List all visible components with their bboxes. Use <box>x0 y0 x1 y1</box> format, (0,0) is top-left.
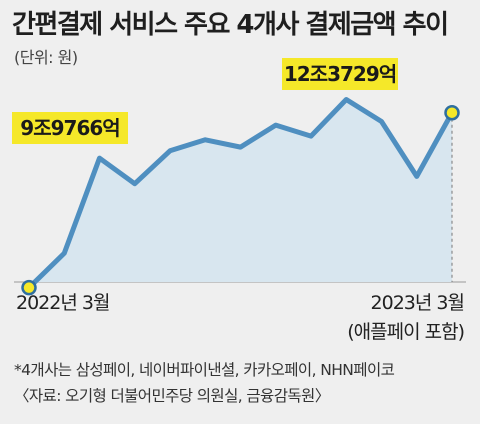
callout-label-0: 9조9766억 <box>20 116 119 140</box>
footnote-companies: *4개사는 삼성페이, 네이버파이낸셜, 카카오페이, NHN페이코 <box>14 361 395 379</box>
footnote-source: 〈자료: 오기형 더불어민주당 의원실, 금융감독원〉 <box>14 387 330 405</box>
unit-label: (단위: 원) <box>14 48 78 67</box>
x-tick-start: 2022년 3월 <box>16 292 109 314</box>
callout-box-0 <box>12 112 128 144</box>
x-tick-end-sublabel: (애플페이 포함) <box>347 321 464 343</box>
callout-label-12: 12조3729억 <box>284 62 396 86</box>
callout-box-12 <box>282 58 398 90</box>
data-point-marker-0 <box>21 279 37 296</box>
chart-title: 간편결제 서비스 주요 4개사 결제금액 추이 <box>12 10 449 40</box>
area-fill <box>29 99 452 288</box>
data-point-marker-12 <box>444 104 460 121</box>
x-tick-end: 2023년 3월 <box>371 292 464 314</box>
series-line <box>26 97 455 291</box>
